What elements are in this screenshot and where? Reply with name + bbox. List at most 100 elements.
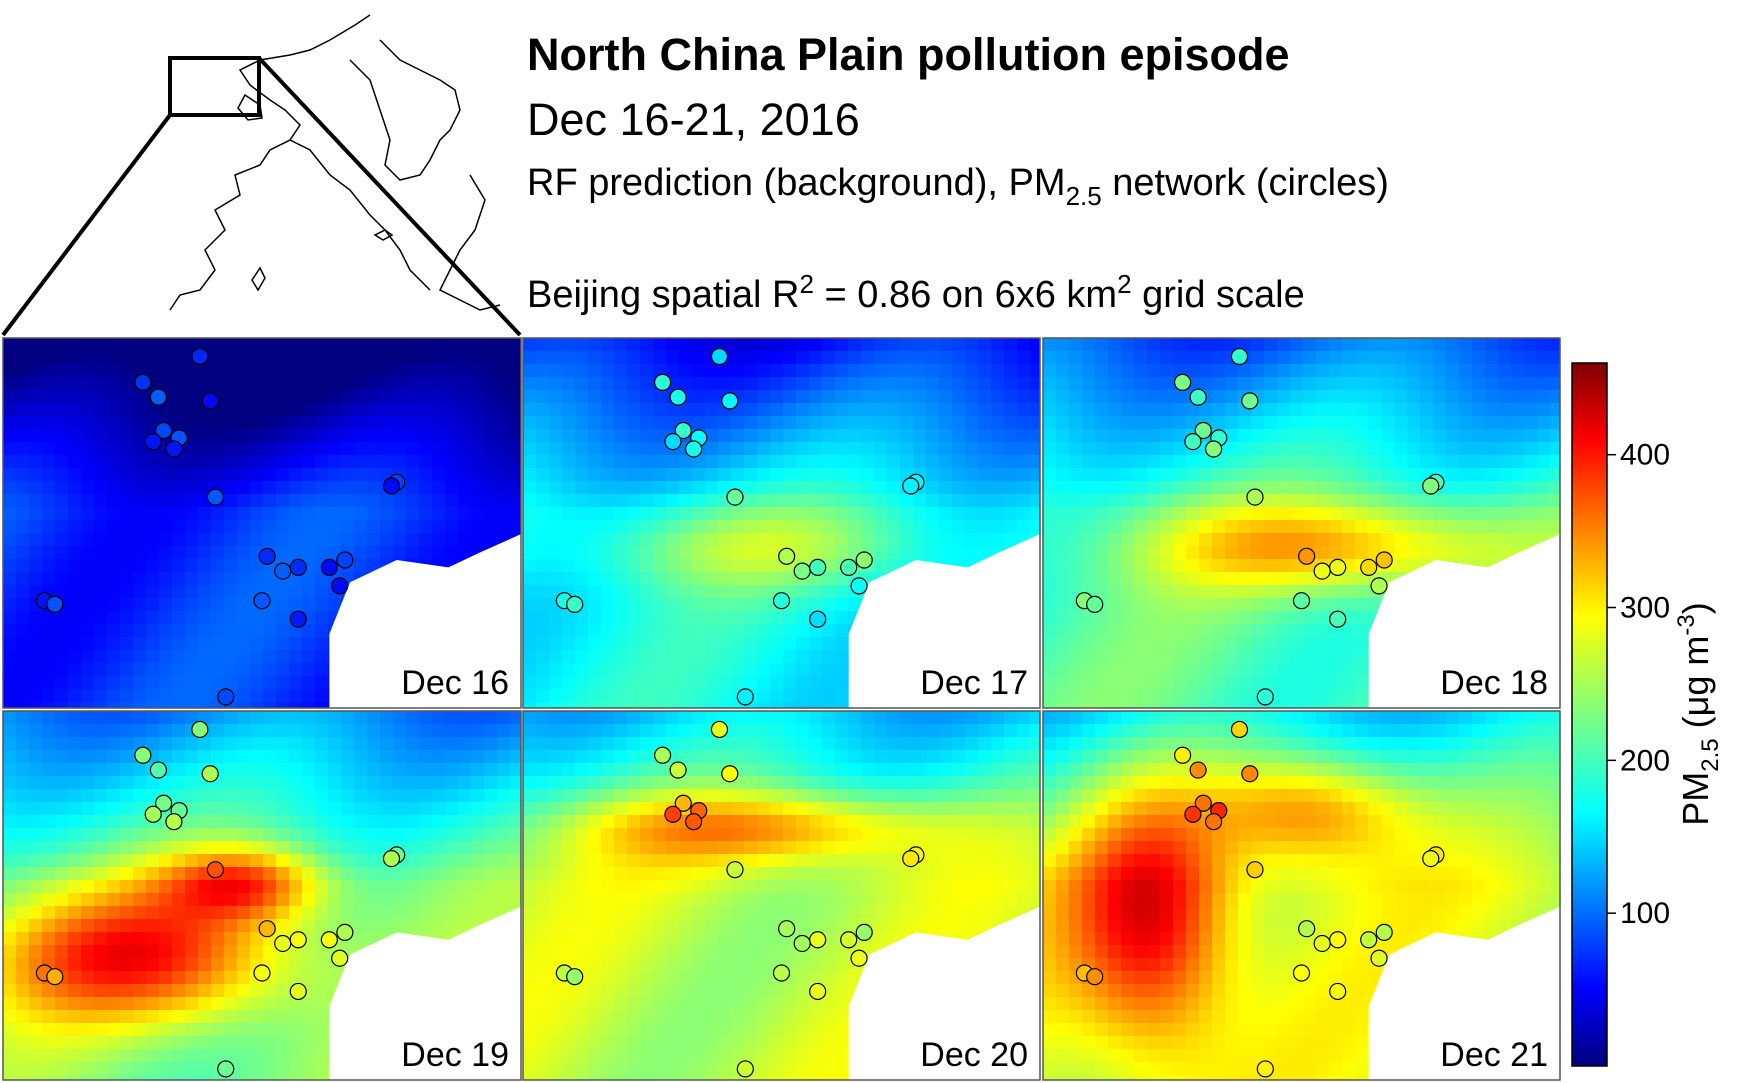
grid-cell <box>822 763 836 777</box>
grid-cell <box>1173 585 1187 599</box>
grid-cell <box>835 711 849 725</box>
panel-date-label: Dec 18 <box>1440 664 1548 702</box>
grid-cell <box>731 559 745 573</box>
grid-cell <box>120 776 134 790</box>
grid-cell <box>497 494 511 508</box>
grid-cell <box>1420 390 1434 404</box>
grid-cell <box>627 611 641 625</box>
grid-cell <box>991 750 1005 764</box>
grid-cell <box>1147 494 1161 508</box>
grid-cell <box>1082 676 1096 690</box>
grid-cell <box>588 468 602 482</box>
grid-cell <box>133 507 147 521</box>
grid-cell <box>523 533 537 547</box>
grid-cell <box>315 1075 329 1080</box>
grid-cell <box>1134 546 1148 560</box>
grid-cell <box>29 338 43 352</box>
grid-cell <box>731 650 745 664</box>
grid-cell <box>380 711 394 725</box>
grid-cell <box>94 390 108 404</box>
grid-cell <box>692 702 706 708</box>
grid-cell <box>367 351 381 365</box>
grid-cell <box>913 403 927 417</box>
grid-cell <box>627 711 641 725</box>
grid-cell <box>159 997 173 1011</box>
grid-cell <box>432 763 446 777</box>
grid-cell <box>29 533 43 547</box>
grid-cell <box>549 520 563 534</box>
grid-cell <box>94 815 108 829</box>
grid-cell <box>315 945 329 959</box>
grid-cell <box>1095 351 1109 365</box>
grid-cell <box>445 789 459 803</box>
grid-cell <box>1043 702 1057 708</box>
monitoring-station <box>566 595 584 614</box>
grid-cell <box>1550 351 1560 365</box>
grid-cell <box>458 841 472 855</box>
grid-cell <box>1394 507 1408 521</box>
grid-cell <box>16 737 30 751</box>
grid-cell <box>42 893 56 907</box>
grid-cell <box>1355 624 1369 638</box>
grid-cell <box>458 737 472 751</box>
grid-cell <box>120 711 134 725</box>
grid-cell <box>1342 689 1356 703</box>
grid-cell <box>432 520 446 534</box>
inset-map <box>168 14 501 311</box>
grid-cell <box>276 1036 290 1050</box>
grid-cell <box>237 611 251 625</box>
grid-cell <box>159 867 173 881</box>
grid-cell <box>172 455 186 469</box>
grid-cell <box>159 945 173 959</box>
grid-cell <box>3 403 17 417</box>
grid-cell <box>1199 533 1213 547</box>
grid-cell <box>16 815 30 829</box>
grid-cell <box>965 416 979 430</box>
grid-cell <box>315 763 329 777</box>
grid-cell <box>822 637 836 651</box>
grid-cell <box>16 702 30 708</box>
grid-cell <box>94 893 108 907</box>
grid-cell <box>848 507 862 521</box>
grid-cell <box>1043 650 1057 664</box>
monitoring-station <box>253 592 271 610</box>
grid-cell <box>29 906 43 920</box>
grid-cell <box>1355 351 1369 365</box>
grid-cell <box>497 338 511 352</box>
grid-cell <box>1030 442 1040 456</box>
grid-cell <box>107 776 121 790</box>
grid-cell <box>1251 338 1265 352</box>
grid-cell <box>289 1062 303 1076</box>
grid-cell <box>1134 494 1148 508</box>
grid-cell <box>1199 611 1213 625</box>
grid-cell <box>1433 403 1447 417</box>
grid-cell <box>1459 416 1473 430</box>
grid-cell <box>1030 494 1040 508</box>
grid-cell <box>1368 598 1382 612</box>
grid-cell <box>549 676 563 690</box>
grid-cell <box>406 750 420 764</box>
grid-cell <box>666 481 680 495</box>
grid-cell <box>1160 403 1174 417</box>
grid-cell <box>458 750 472 764</box>
monitoring-station <box>855 551 873 569</box>
grid-cell <box>1017 455 1031 469</box>
grid-cell <box>510 841 521 855</box>
grid-cell <box>770 676 784 690</box>
grid-cell <box>1186 351 1200 365</box>
grid-cell <box>588 403 602 417</box>
grid-cell <box>1251 702 1265 708</box>
grid-cell <box>692 676 706 690</box>
grid-cell <box>276 442 290 456</box>
grid-cell <box>68 546 82 560</box>
grid-cell <box>1251 676 1265 690</box>
grid-cell <box>458 403 472 417</box>
grid-cell <box>497 481 511 495</box>
grid-cell <box>1303 676 1317 690</box>
grid-cell <box>1329 507 1343 521</box>
grid-cell <box>718 676 732 690</box>
grid-cell <box>757 624 771 638</box>
grid-cell <box>185 494 199 508</box>
grid-cell <box>94 442 108 456</box>
grid-cell <box>588 351 602 365</box>
